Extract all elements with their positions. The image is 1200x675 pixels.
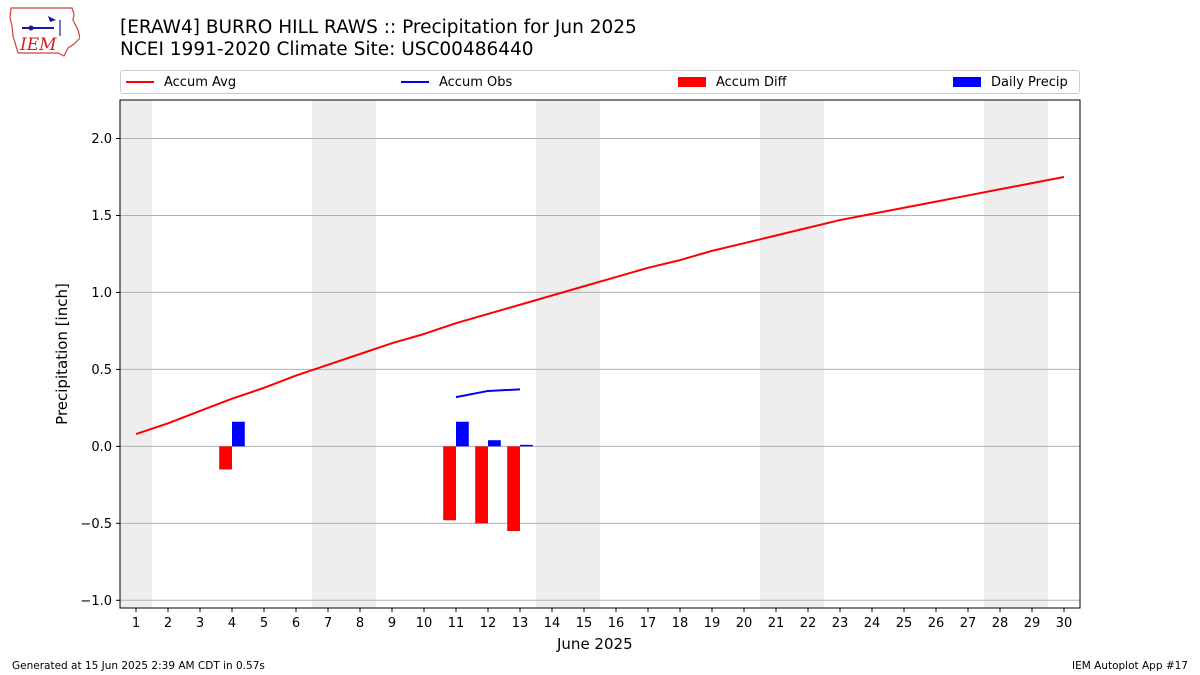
accum-avg-line [135, 175, 1065, 435]
x-tick-label: 27 [960, 616, 977, 631]
x-tick-label: 2 [164, 616, 172, 631]
x-tick-label: 6 [292, 616, 300, 631]
x-tick-label: 15 [576, 616, 593, 631]
y-tick-label: 0.0 [91, 440, 112, 455]
y-axis-label: Precipitation [inch] [53, 283, 71, 425]
legend-swatch-daily-precip [953, 77, 981, 87]
chart-title: [ERAW4] BURRO HILL RAWS :: Precipitation… [120, 17, 637, 38]
x-tick-label: 11 [448, 616, 465, 631]
x-tick-label: 26 [928, 616, 945, 631]
weekend-band [536, 100, 600, 608]
x-tick-label: 28 [992, 616, 1009, 631]
x-tick-label: 20 [736, 616, 753, 631]
y-tick-label: −0.5 [80, 517, 112, 532]
plot-frame [119, 99, 1081, 609]
legend-label-daily-precip: Daily Precip [991, 74, 1068, 90]
legend-label-accum-obs: Accum Obs [439, 74, 513, 90]
x-tick-label: 21 [768, 616, 785, 631]
x-tick-label: 25 [896, 616, 913, 631]
y-tick-label: 0.5 [91, 363, 112, 378]
accum-diff-bar [219, 446, 232, 470]
legend-item-accum-avg: Accum Avg [126, 71, 236, 93]
daily-precip-bar [456, 421, 469, 447]
x-tick-label: 7 [324, 616, 332, 631]
x-tick-label: 9 [388, 616, 396, 631]
generated-timestamp: Generated at 15 Jun 2025 2:39 AM CDT in … [12, 660, 265, 672]
x-tick-label: 10 [416, 616, 433, 631]
y-tick-label: 1.0 [91, 286, 112, 301]
legend-swatch-accum-diff [678, 77, 706, 87]
weekend-band [760, 100, 824, 608]
x-tick-label: 8 [356, 616, 364, 631]
x-tick-label: 24 [864, 616, 881, 631]
accum-diff-bar [443, 446, 456, 521]
x-tick-label: 14 [544, 616, 561, 631]
weekend-band [312, 100, 376, 608]
chart-subtitle: NCEI 1991-2020 Climate Site: USC00486440 [120, 39, 534, 60]
x-tick-label: 29 [1024, 616, 1041, 631]
weekend-band [120, 100, 152, 608]
legend-label-accum-diff: Accum Diff [716, 74, 787, 90]
x-tick-label: 4 [228, 616, 236, 631]
weekend-band [984, 100, 1048, 608]
legend-item-daily-precip: Daily Precip [953, 71, 1068, 93]
x-tick-label: 30 [1056, 616, 1073, 631]
x-tick-label: 16 [608, 616, 625, 631]
svg-text:IEM: IEM [19, 35, 57, 55]
daily-precip-bar [488, 440, 501, 447]
x-tick-label: 5 [260, 616, 268, 631]
x-tick-label: 1 [132, 616, 140, 631]
legend-swatch-accum-avg [126, 81, 154, 83]
x-tick-label: 17 [640, 616, 657, 631]
legend-item-accum-obs: Accum Obs [401, 71, 512, 93]
accum-diff-bar [475, 446, 488, 524]
y-tick-label: 2.0 [91, 132, 112, 147]
app-credit: IEM Autoplot App #17 [1072, 660, 1188, 672]
legend-label-accum-avg: Accum Avg [164, 74, 237, 90]
x-axis-label: June 2025 [557, 635, 633, 653]
x-tick-label: 19 [704, 616, 721, 631]
chart-legend: Accum Avg Accum Obs Accum Diff Daily Pre… [120, 70, 1080, 94]
y-tick-label: −1.0 [80, 594, 112, 609]
x-tick-label: 23 [832, 616, 849, 631]
x-tick-label: 12 [480, 616, 497, 631]
x-tick-label: 18 [672, 616, 689, 631]
legend-swatch-accum-obs [401, 81, 429, 83]
x-tick-label: 13 [512, 616, 529, 631]
x-tick-label: 3 [196, 616, 204, 631]
daily-precip-bar [232, 421, 245, 447]
y-tick-label: 1.5 [91, 209, 112, 224]
daily-precip-bar [520, 444, 533, 447]
legend-item-accum-diff: Accum Diff [678, 71, 787, 93]
accum-diff-bar [507, 446, 520, 532]
accum-obs-line [455, 388, 521, 399]
x-tick-label: 22 [800, 616, 817, 631]
iem-logo: IEM [9, 7, 80, 57]
